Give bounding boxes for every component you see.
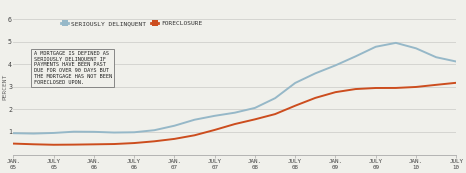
Legend: SERIOUSLY DELINQUENT, FORECLOSURE: SERIOUSLY DELINQUENT, FORECLOSURE (61, 21, 202, 26)
Text: A MORTGAGE IS DEFINED AS
SERIOUSLY DELINQUENT IF
PAYMENTS HAVE BEEN PAST
DUE FOR: A MORTGAGE IS DEFINED AS SERIOUSLY DELIN… (34, 51, 112, 85)
Y-axis label: PERCENT: PERCENT (3, 74, 8, 100)
